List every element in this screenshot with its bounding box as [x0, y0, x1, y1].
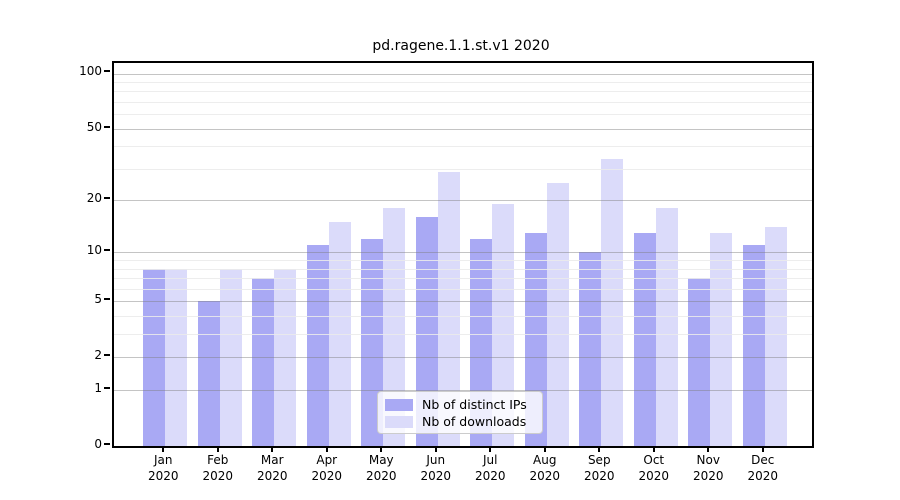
bar-ips-dec: [742, 245, 765, 446]
x-tick-label: Oct 2020: [638, 453, 670, 483]
bar-downloads-apr: [328, 222, 351, 446]
x-tick-label: Aug 2020: [529, 453, 561, 483]
x-tick-label: May 2020: [365, 453, 397, 483]
x-tick-mark: [162, 447, 165, 452]
x-tick-mark: [380, 447, 383, 452]
bar-downloads-jan: [165, 268, 188, 446]
bar-ips-mar: [252, 278, 275, 446]
bar-ips-feb: [197, 301, 220, 446]
y-tick-mark: [104, 387, 110, 390]
downloads-swatch: [385, 415, 413, 428]
y-tick-mark: [104, 125, 110, 128]
x-tick-label: Nov 2020: [692, 453, 724, 483]
y-tick-label: 100: [79, 64, 102, 79]
legend-label: Nb of downloads: [422, 414, 527, 429]
x-tick-mark: [598, 447, 601, 452]
bar-downloads-jul: [492, 204, 515, 446]
x-tick-label: Mar 2020: [256, 453, 288, 483]
bar-downloads-aug: [546, 183, 569, 446]
bar-ips-apr: [306, 245, 329, 446]
y-tick-label: 5: [94, 292, 102, 307]
y-tick-label: 2: [94, 348, 102, 363]
y-tick-mark: [104, 70, 110, 73]
y-tick-mark: [104, 197, 110, 200]
bar-ips-nov: [688, 278, 711, 446]
bar-downloads-may: [383, 208, 406, 446]
chart-title: pd.ragene.1.1.st.v1 2020: [372, 38, 550, 54]
bar-ips-jan: [143, 268, 166, 446]
x-tick-mark: [216, 447, 219, 452]
x-tick-mark: [652, 447, 655, 452]
y-tick-mark: [104, 249, 110, 252]
y-tick-label: 1: [94, 381, 102, 396]
distinct-ips-swatch: [385, 398, 413, 411]
y-tick-mark: [104, 443, 110, 445]
legend-item-downloads: Nb of downloads: [385, 414, 533, 429]
x-tick-mark: [707, 447, 710, 452]
bar-ips-oct: [633, 233, 656, 446]
y-tick-mark: [104, 298, 110, 301]
bar-downloads-mar: [274, 268, 297, 446]
y-tick-label: 0: [94, 437, 102, 451]
legend: Nb of distinct IPs Nb of downloads: [377, 391, 543, 434]
x-tick-label: Jan 2020: [147, 453, 179, 483]
legend-label: Nb of distinct IPs: [422, 397, 527, 412]
bar-ips-jun: [415, 217, 438, 446]
x-tick-mark: [489, 447, 492, 452]
plot-area: [112, 61, 814, 448]
bar-downloads-feb: [219, 268, 242, 446]
x-tick-mark: [325, 447, 328, 452]
x-tick-label: Jun 2020: [420, 453, 452, 483]
bar-downloads-sep: [601, 159, 624, 446]
bar-downloads-nov: [710, 233, 733, 446]
bars-layer: [114, 63, 812, 446]
bar-downloads-dec: [764, 227, 787, 446]
legend-item-distinct-ips: Nb of distinct IPs: [385, 397, 533, 412]
bar-downloads-jun: [437, 171, 460, 446]
x-tick-mark: [434, 447, 437, 452]
x-tick-label: Apr 2020: [311, 453, 343, 483]
bar-ips-sep: [579, 252, 602, 446]
x-tick-label: Sep 2020: [583, 453, 615, 483]
x-tick-label: Feb 2020: [202, 453, 234, 483]
y-tick-label: 20: [86, 191, 102, 206]
x-tick-label: Jul 2020: [474, 453, 506, 483]
bar-downloads-oct: [655, 208, 678, 446]
y-tick-label: 10: [86, 243, 102, 258]
x-tick-mark: [761, 447, 764, 452]
x-tick-mark: [543, 447, 546, 452]
y-tick-label: 50: [86, 119, 102, 134]
x-tick-label: Dec 2020: [747, 453, 779, 483]
y-tick-mark: [104, 354, 110, 357]
x-tick-mark: [271, 447, 274, 452]
